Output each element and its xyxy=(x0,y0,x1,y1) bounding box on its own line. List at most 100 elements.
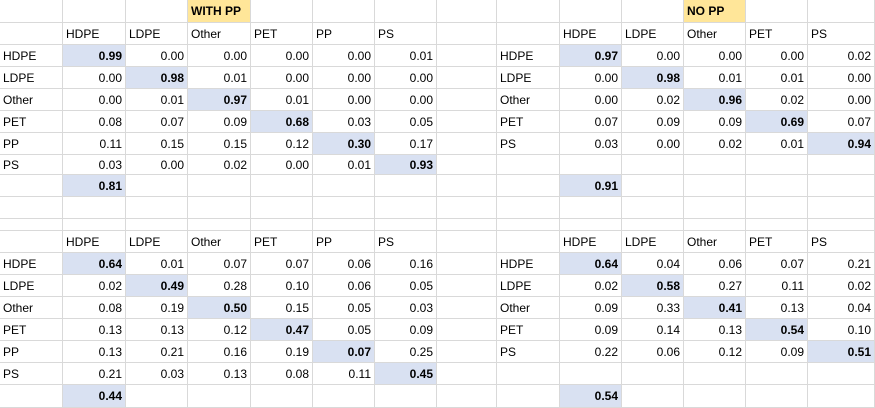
matrix-cell[interactable]: 0.00 xyxy=(375,89,437,111)
empty-cell[interactable] xyxy=(746,197,808,219)
diagonal-cell[interactable]: 0.45 xyxy=(375,363,437,385)
column-header[interactable]: PS xyxy=(375,23,437,45)
empty-cell[interactable] xyxy=(808,0,875,23)
empty-cell[interactable] xyxy=(808,155,875,175)
matrix-cell[interactable]: 0.16 xyxy=(375,253,437,275)
empty-cell[interactable] xyxy=(808,175,875,197)
row-label[interactable]: PP xyxy=(0,133,63,155)
empty-cell[interactable] xyxy=(0,175,63,197)
empty-cell[interactable] xyxy=(437,385,497,408)
empty-cell[interactable] xyxy=(437,0,497,23)
empty-cell[interactable] xyxy=(188,385,251,408)
row-label[interactable]: PP xyxy=(0,341,63,363)
empty-cell[interactable] xyxy=(375,175,437,197)
empty-cell[interactable] xyxy=(63,0,126,23)
column-header[interactable]: PS xyxy=(808,23,875,45)
matrix-cell[interactable]: 0.09 xyxy=(560,319,622,341)
column-header[interactable]: PET xyxy=(251,231,313,253)
matrix-cell[interactable]: 0.13 xyxy=(126,319,188,341)
matrix-cell[interactable]: 0.06 xyxy=(622,341,684,363)
diagonal-cell[interactable]: 0.93 xyxy=(375,155,437,175)
empty-cell[interactable] xyxy=(437,111,497,133)
matrix-cell[interactable]: 0.00 xyxy=(188,45,251,67)
column-header[interactable]: LDPE xyxy=(126,23,188,45)
matrix-cell[interactable]: 0.00 xyxy=(746,45,808,67)
column-header[interactable]: PET xyxy=(746,23,808,45)
empty-cell[interactable] xyxy=(622,363,684,385)
empty-cell[interactable] xyxy=(437,363,497,385)
matrix-cell[interactable]: 0.02 xyxy=(622,89,684,111)
table-title[interactable]: NO PP xyxy=(684,0,746,23)
matrix-cell[interactable]: 0.13 xyxy=(684,319,746,341)
matrix-cell[interactable]: 0.22 xyxy=(560,341,622,363)
matrix-cell[interactable]: 0.00 xyxy=(560,89,622,111)
empty-cell[interactable] xyxy=(746,155,808,175)
matrix-cell[interactable]: 0.00 xyxy=(375,67,437,89)
row-label[interactable]: HDPE xyxy=(497,45,560,67)
matrix-cell[interactable]: 0.06 xyxy=(313,275,375,297)
matrix-cell[interactable]: 0.00 xyxy=(313,89,375,111)
empty-cell[interactable] xyxy=(684,219,746,231)
matrix-cell[interactable]: 0.11 xyxy=(313,363,375,385)
matrix-cell[interactable]: 0.01 xyxy=(188,67,251,89)
row-label[interactable]: LDPE xyxy=(0,67,63,89)
empty-cell[interactable] xyxy=(251,197,313,219)
empty-cell[interactable] xyxy=(375,0,437,23)
matrix-cell[interactable]: 0.21 xyxy=(63,363,126,385)
empty-cell[interactable] xyxy=(188,219,251,231)
empty-cell[interactable] xyxy=(684,155,746,175)
diagonal-cell[interactable]: 0.96 xyxy=(684,89,746,111)
matrix-cell[interactable]: 0.15 xyxy=(188,133,251,155)
matrix-cell[interactable]: 0.10 xyxy=(251,275,313,297)
column-header[interactable]: LDPE xyxy=(622,231,684,253)
diagonal-cell[interactable]: 0.99 xyxy=(63,45,126,67)
empty-cell[interactable] xyxy=(684,385,746,408)
matrix-cell[interactable]: 0.00 xyxy=(313,67,375,89)
matrix-cell[interactable]: 0.09 xyxy=(684,111,746,133)
matrix-cell[interactable]: 0.01 xyxy=(313,155,375,175)
diagonal-cell[interactable]: 0.49 xyxy=(126,275,188,297)
matrix-cell[interactable]: 0.00 xyxy=(251,45,313,67)
empty-cell[interactable] xyxy=(126,219,188,231)
empty-cell[interactable] xyxy=(126,175,188,197)
empty-cell[interactable] xyxy=(313,385,375,408)
column-header[interactable]: HDPE xyxy=(560,23,622,45)
empty-cell[interactable] xyxy=(684,363,746,385)
matrix-cell[interactable]: 0.07 xyxy=(746,253,808,275)
matrix-cell[interactable]: 0.00 xyxy=(622,45,684,67)
diagonal-cell[interactable]: 0.64 xyxy=(63,253,126,275)
empty-cell[interactable] xyxy=(497,23,560,45)
empty-cell[interactable] xyxy=(375,219,437,231)
empty-cell[interactable] xyxy=(0,231,63,253)
empty-cell[interactable] xyxy=(313,219,375,231)
empty-cell[interactable] xyxy=(188,175,251,197)
row-label[interactable]: LDPE xyxy=(497,275,560,297)
matrix-cell[interactable]: 0.08 xyxy=(63,111,126,133)
empty-cell[interactable] xyxy=(437,133,497,155)
matrix-cell[interactable]: 0.07 xyxy=(808,111,875,133)
empty-cell[interactable] xyxy=(313,197,375,219)
empty-cell[interactable] xyxy=(746,363,808,385)
empty-cell[interactable] xyxy=(437,341,497,363)
empty-cell[interactable] xyxy=(497,231,560,253)
matrix-cell[interactable]: 0.00 xyxy=(251,155,313,175)
diagonal-cell[interactable]: 0.47 xyxy=(251,319,313,341)
diagonal-cell[interactable]: 0.51 xyxy=(808,341,875,363)
column-header[interactable]: PS xyxy=(808,231,875,253)
matrix-cell[interactable]: 0.07 xyxy=(251,253,313,275)
empty-cell[interactable] xyxy=(560,197,622,219)
matrix-cell[interactable]: 0.12 xyxy=(188,319,251,341)
empty-cell[interactable] xyxy=(313,0,375,23)
row-label[interactable]: Other xyxy=(0,89,63,111)
empty-cell[interactable] xyxy=(746,175,808,197)
matrix-cell[interactable]: 0.01 xyxy=(375,45,437,67)
row-label[interactable]: PET xyxy=(0,319,63,341)
matrix-cell[interactable]: 0.00 xyxy=(126,155,188,175)
row-label[interactable]: HDPE xyxy=(497,253,560,275)
row-label[interactable]: Other xyxy=(0,297,63,319)
empty-cell[interactable] xyxy=(560,0,622,23)
row-label[interactable]: PET xyxy=(497,319,560,341)
matrix-cell[interactable]: 0.09 xyxy=(622,111,684,133)
column-header[interactable]: LDPE xyxy=(126,231,188,253)
column-header[interactable]: HDPE xyxy=(63,23,126,45)
